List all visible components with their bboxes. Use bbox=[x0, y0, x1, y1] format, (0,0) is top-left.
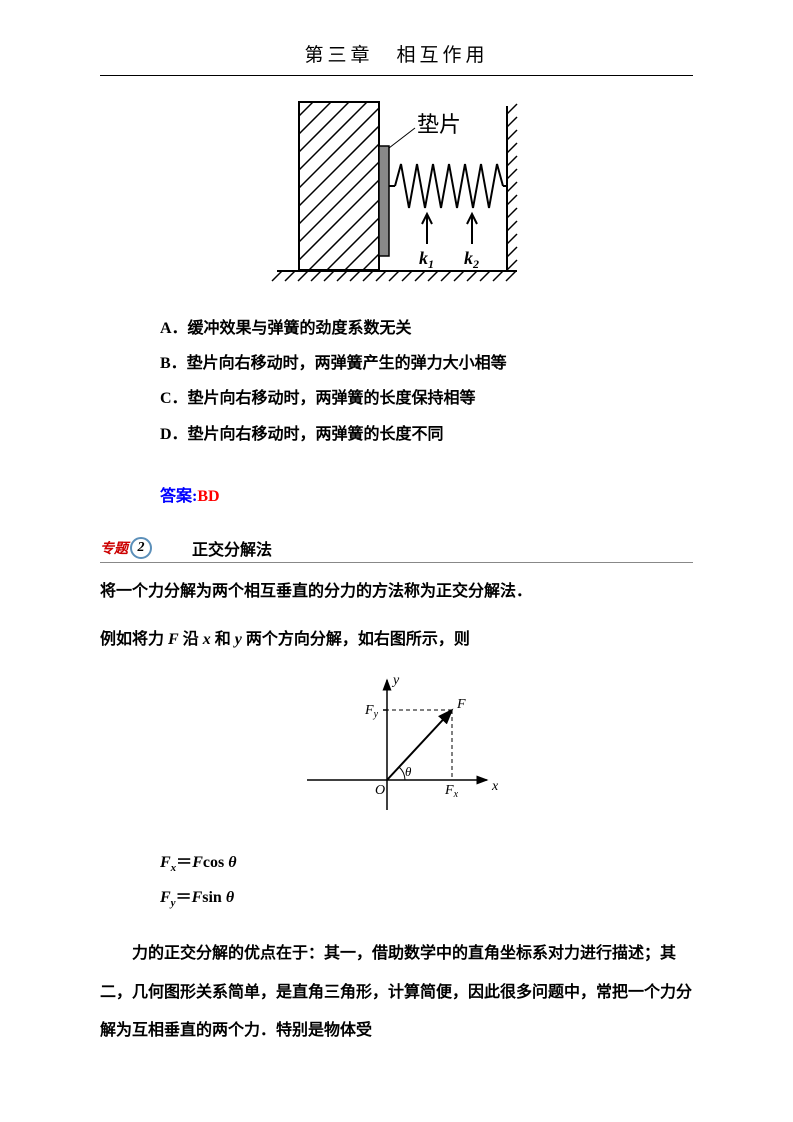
svg-text:F: F bbox=[456, 697, 466, 712]
intro-p1: 将一个力分解为两个相互垂直的分力的方法称为正交分解法． bbox=[100, 573, 693, 611]
answer-options: A．缓冲效果与弹簧的劲度系数无关 B．垫片向右移动时，两弹簧产生的弹力大小相等 … bbox=[160, 311, 693, 452]
formula-fy: Fy＝Fsin θ bbox=[160, 880, 693, 915]
option-a: A．缓冲效果与弹簧的劲度系数无关 bbox=[160, 311, 693, 346]
topic-badge-number: 2 bbox=[130, 537, 152, 559]
svg-text:k1: k1 bbox=[419, 248, 434, 271]
answer: 答案:BD bbox=[160, 482, 693, 506]
svg-text:x: x bbox=[491, 779, 499, 794]
formula-fx: Fx＝Fcos θ bbox=[160, 845, 693, 880]
answer-label: 答案: bbox=[160, 488, 197, 505]
option-c: C．垫片向右移动时，两弹簧的长度保持相等 bbox=[160, 381, 693, 416]
svg-text:Fy: Fy bbox=[364, 703, 379, 720]
page-title: 第三章 相互作用 bbox=[100, 40, 693, 76]
topic-header: 专题 2 正交分解法 bbox=[100, 536, 693, 563]
spring-diagram: 垫片 k1 k2 bbox=[100, 86, 693, 291]
explanation: 力的正交分解的优点在于：其一，借助数学中的直角坐标系对力进行描述；其二，几何图形… bbox=[100, 935, 693, 1050]
topic-badge-text: 专题 bbox=[100, 538, 128, 558]
answer-value: BD bbox=[197, 488, 219, 505]
vector-diagram: x y O F Fx Fy θ bbox=[100, 670, 693, 825]
svg-text:y: y bbox=[391, 673, 400, 688]
formulas: Fx＝Fcos θ Fy＝Fsin θ bbox=[160, 845, 693, 916]
topic-title: 正交分解法 bbox=[192, 536, 272, 560]
svg-text:O: O bbox=[375, 783, 385, 798]
svg-text:k2: k2 bbox=[464, 248, 479, 271]
option-b: B．垫片向右移动时，两弹簧产生的弹力大小相等 bbox=[160, 346, 693, 381]
svg-text:θ: θ bbox=[405, 764, 412, 779]
intro-p2: 例如将力 F 沿 x 和 y 两个方向分解，如右图所示，则 bbox=[100, 621, 693, 659]
topic-badge: 专题 2 bbox=[100, 537, 152, 559]
option-d: D．垫片向右移动时，两弹簧的长度不同 bbox=[160, 417, 693, 452]
svg-text:Fx: Fx bbox=[444, 783, 459, 800]
svg-text:垫片: 垫片 bbox=[417, 112, 461, 137]
